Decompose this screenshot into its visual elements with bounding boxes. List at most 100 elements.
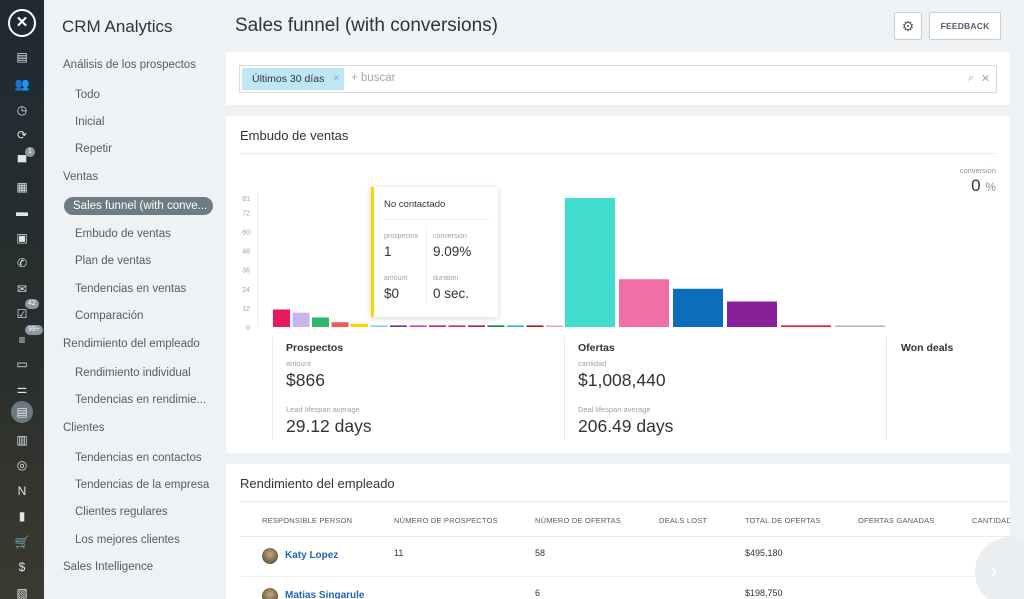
stat-separator bbox=[564, 337, 565, 440]
conversion-unit: % bbox=[985, 180, 996, 194]
clock-icon[interactable]: ◷ bbox=[16, 103, 28, 117]
deal-stage-bar[interactable] bbox=[565, 198, 615, 327]
box-icon[interactable]: ▧ bbox=[16, 586, 28, 599]
filter-panel: Últimos 30 días × + buscar ⌕ ✕ bbox=[226, 52, 1010, 105]
stat-deals-life-value: 206.49 days bbox=[578, 416, 674, 436]
bar-chart-icon[interactable]: ▮ bbox=[18, 509, 26, 523]
secondary-nav: CRM Analytics Análisis de los prospectos… bbox=[44, 0, 226, 599]
search-input[interactable]: + buscar bbox=[351, 72, 396, 84]
column-header-total[interactable]: TOTAL DE OFERTAS bbox=[745, 516, 821, 525]
prospect-stage-bar[interactable] bbox=[448, 325, 466, 327]
nav-item[interactable]: Rendimiento individual bbox=[75, 367, 191, 379]
mail-icon[interactable]: ✉ bbox=[16, 282, 28, 296]
nav-item[interactable]: Comparación bbox=[75, 310, 144, 322]
conversion-value: 0 % bbox=[971, 176, 996, 196]
nav-item[interactable]: Tendencias de la empresa bbox=[75, 479, 210, 491]
column-header-deals[interactable]: NÚMERO DE OFERTAS bbox=[535, 516, 622, 525]
cell-deals: 6 bbox=[535, 588, 541, 598]
stat-deals-amount-value: $1,008,440 bbox=[578, 370, 666, 390]
gear-icon: ⚙ bbox=[901, 18, 915, 34]
tasks-icon[interactable]: ☑ bbox=[16, 307, 28, 321]
prospect-stage-bar[interactable] bbox=[468, 325, 485, 327]
close-logo-icon[interactable]: ✕ bbox=[8, 9, 36, 37]
chat-icon[interactable]: ▀ bbox=[17, 155, 27, 169]
sliders-icon[interactable]: ⚌ bbox=[16, 382, 28, 396]
nav-item[interactable]: Los mejores clientes bbox=[75, 534, 180, 546]
cell-prospects: 11 bbox=[394, 548, 404, 558]
search-icon[interactable]: ⌕ bbox=[967, 72, 974, 84]
prospect-stage-bar[interactable] bbox=[487, 325, 505, 327]
prospect-stage-bar[interactable] bbox=[331, 322, 349, 327]
sync-icon[interactable]: ⟳ bbox=[16, 128, 28, 142]
drive-icon[interactable]: ▬ bbox=[16, 205, 28, 219]
prospect-stage-bar[interactable] bbox=[370, 325, 388, 327]
deal-stage-bar[interactable] bbox=[835, 325, 885, 327]
nav-item[interactable]: Todo bbox=[75, 89, 100, 101]
tooltip-amount-label: amount bbox=[384, 275, 408, 282]
people-icon[interactable]: 👥 bbox=[14, 77, 30, 91]
filter-search-box[interactable]: Últimos 30 días × + buscar ⌕ ✕ bbox=[239, 65, 997, 93]
employee-name-link[interactable]: Matias Singarule bbox=[285, 590, 365, 599]
prospect-stage-bar[interactable] bbox=[526, 325, 544, 327]
calendar-icon[interactable]: ▣ bbox=[16, 231, 28, 245]
cart-icon[interactable]: 🛒 bbox=[14, 535, 30, 549]
prospect-stage-bar[interactable] bbox=[507, 325, 524, 327]
feed-icon[interactable]: ▤ bbox=[16, 50, 28, 64]
nav-item[interactable]: Tendencias en ventas bbox=[75, 283, 187, 295]
prospect-stage-bar[interactable] bbox=[429, 325, 446, 327]
conversion-number: 0 bbox=[971, 176, 981, 195]
prospect-stage-bar[interactable] bbox=[409, 325, 427, 327]
divider bbox=[240, 153, 996, 154]
column-header-prospects[interactable]: NÚMERO DE PROSPECTOS bbox=[394, 516, 498, 525]
column-header-won[interactable]: OFERTAS GANADAS bbox=[858, 516, 935, 525]
settings-button[interactable]: ⚙ bbox=[894, 12, 922, 40]
prospect-stage-bar[interactable] bbox=[546, 325, 563, 327]
column-header-deals-lost[interactable]: DEALS LOST bbox=[659, 516, 708, 525]
feedback-button[interactable]: FEEDBACK bbox=[929, 12, 1001, 40]
column-header-responsible[interactable]: RESPONSIBLE PERSON bbox=[262, 516, 353, 525]
nav-item[interactable]: Inicial bbox=[75, 116, 105, 128]
nav-section-header[interactable]: Análisis de los prospectos bbox=[63, 59, 196, 71]
apps-icon[interactable]: ▦ bbox=[16, 180, 28, 194]
prospect-stage-bar[interactable] bbox=[312, 317, 329, 327]
nav-item[interactable]: Embudo de ventas bbox=[75, 228, 171, 240]
deal-stage-bar[interactable] bbox=[673, 288, 723, 327]
cell-deals: 58 bbox=[535, 548, 546, 558]
prospect-stage-bar[interactable] bbox=[390, 325, 407, 327]
nav-section-header[interactable]: Sales Intelligence bbox=[63, 561, 154, 573]
nav-item[interactable]: Tendencias en contactos bbox=[75, 452, 202, 464]
deal-stage-bar[interactable] bbox=[727, 301, 777, 327]
clear-icon[interactable]: ✕ bbox=[980, 73, 990, 85]
stat-prospects-amount-label: amount bbox=[286, 359, 312, 368]
remove-tag-icon[interactable]: × bbox=[333, 73, 340, 84]
prospect-stage-bar[interactable] bbox=[292, 312, 310, 327]
table-row: Katy Lopez 11 58 $495,180 bbox=[240, 537, 1010, 577]
contact-card-icon[interactable]: ▤ bbox=[11, 401, 33, 423]
stat-prospects-life-value: 29.12 days bbox=[286, 416, 372, 436]
n-icon[interactable]: N bbox=[17, 484, 27, 498]
nav-section-header[interactable]: Rendimiento del empleado bbox=[63, 338, 200, 350]
dollar-icon[interactable]: $ bbox=[18, 560, 26, 574]
nav-item[interactable]: Repetir bbox=[75, 143, 113, 155]
tooltip-column-divider bbox=[426, 227, 427, 303]
nav-item[interactable]: Tendencias en rendimie... bbox=[75, 394, 207, 406]
column-header-amount[interactable]: CANTIDAD bbox=[972, 516, 1010, 525]
phone-icon[interactable]: ✆ bbox=[16, 256, 28, 270]
employee-name-link[interactable]: Katy Lopez bbox=[285, 550, 339, 561]
window-icon[interactable]: ▭ bbox=[16, 357, 28, 371]
nav-section-header[interactable]: Clientes bbox=[63, 422, 105, 434]
deal-stage-bar[interactable] bbox=[781, 325, 831, 327]
filter-icon[interactable]: ≡ bbox=[18, 333, 26, 347]
nav-item[interactable]: Clientes regulares bbox=[75, 506, 168, 518]
nav-section-header[interactable]: Ventas bbox=[63, 171, 99, 183]
deal-stage-bar[interactable] bbox=[619, 279, 669, 327]
filter-tag-period[interactable]: Últimos 30 días × bbox=[242, 68, 345, 90]
nav-item[interactable]: Sales funnel (with conve... bbox=[64, 197, 213, 215]
y-tick-label: 36 bbox=[242, 268, 250, 275]
nav-item[interactable]: Plan de ventas bbox=[75, 255, 152, 267]
briefcase-icon[interactable]: ▥ bbox=[16, 433, 28, 447]
tooltip-conversion-label: conversion bbox=[433, 233, 467, 240]
prospect-stage-bar[interactable] bbox=[273, 309, 290, 327]
target-icon[interactable]: ◎ bbox=[16, 458, 28, 472]
prospect-stage-bar[interactable] bbox=[351, 323, 368, 327]
